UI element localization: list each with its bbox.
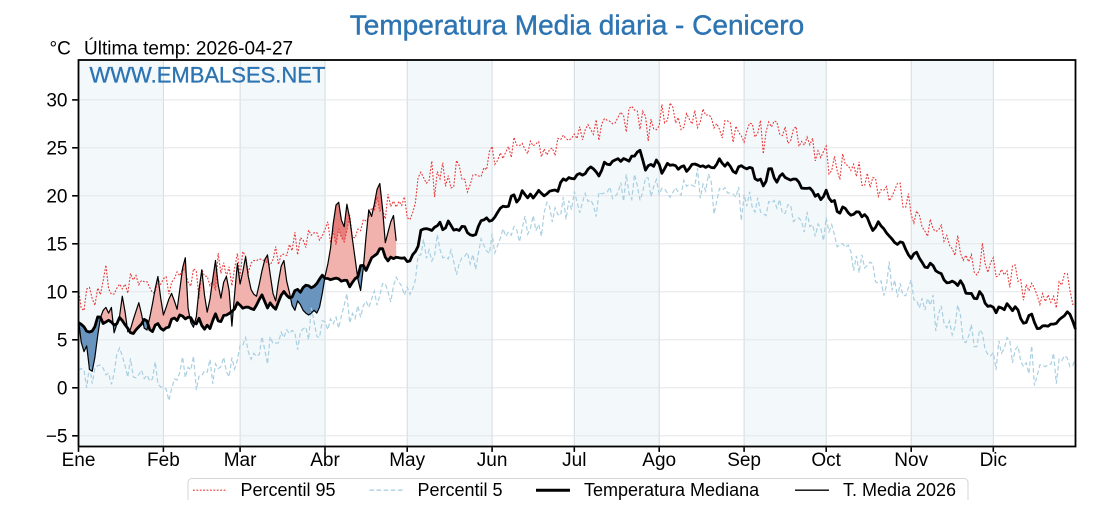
svg-text:Abr: Abr (310, 450, 340, 471)
svg-text:Percentil 95: Percentil 95 (241, 480, 336, 500)
svg-text:15: 15 (46, 235, 67, 256)
svg-text:−5: −5 (46, 427, 68, 448)
svg-text:Percentil 5: Percentil 5 (418, 480, 503, 500)
svg-text:Oct: Oct (811, 450, 841, 471)
svg-text:Jun: Jun (477, 450, 508, 471)
svg-text:25: 25 (46, 139, 67, 160)
svg-text:Sep: Sep (727, 450, 761, 471)
svg-text:30: 30 (46, 91, 67, 112)
svg-text:5: 5 (57, 331, 68, 352)
svg-text:Mar: Mar (224, 450, 257, 471)
svg-text:°C: °C (50, 39, 71, 60)
svg-text:Dic: Dic (980, 450, 1007, 471)
svg-text:WWW.EMBALSES.NET: WWW.EMBALSES.NET (90, 62, 326, 87)
svg-text:20: 20 (46, 187, 67, 208)
svg-text:T. Media 2026: T. Media 2026 (843, 480, 956, 500)
svg-text:0: 0 (57, 379, 68, 400)
svg-text:Feb: Feb (147, 450, 180, 471)
svg-text:Ene: Ene (62, 450, 96, 471)
svg-text:May: May (389, 450, 425, 471)
svg-text:Temperatura Media diaria - Cen: Temperatura Media diaria - Cenicero (350, 10, 804, 41)
svg-text:Última temp: 2026-04-27: Última temp: 2026-04-27 (84, 38, 293, 60)
svg-text:Nov: Nov (894, 450, 928, 471)
svg-text:Temperatura Mediana: Temperatura Mediana (584, 480, 760, 500)
svg-text:Jul: Jul (562, 450, 586, 471)
svg-text:Ago: Ago (642, 450, 676, 471)
svg-text:10: 10 (46, 283, 67, 304)
